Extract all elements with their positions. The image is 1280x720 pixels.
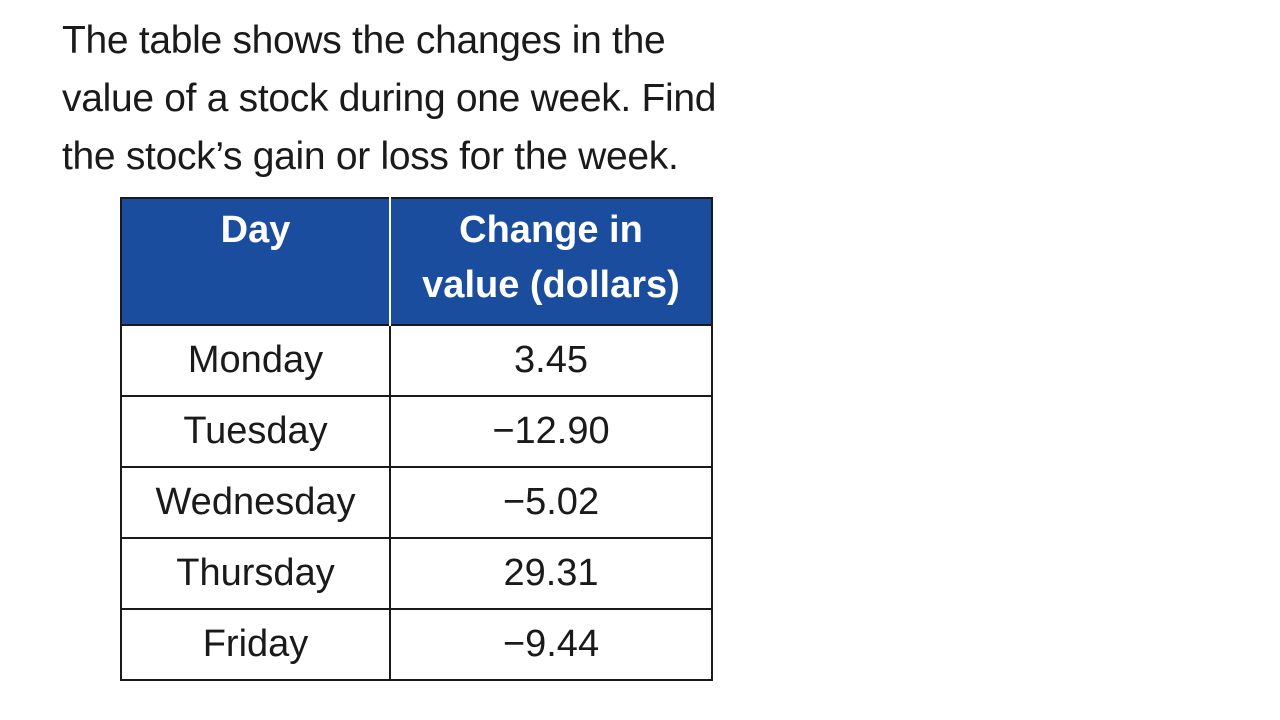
table-header-row: Day Change in value (dollars): [120, 197, 713, 325]
day-cell: Tuesday: [120, 395, 391, 468]
table-row: Tuesday −12.90: [120, 395, 713, 468]
day-cell: Thursday: [120, 537, 391, 610]
day-cell: Friday: [120, 608, 391, 681]
change-cell: −9.44: [389, 608, 713, 681]
table-row: Monday 3.45: [120, 324, 713, 397]
change-cell: −12.90: [389, 395, 713, 468]
table-row: Thursday 29.31: [120, 537, 713, 610]
header-change: Change in value (dollars): [389, 197, 713, 325]
stock-change-table: Day Change in value (dollars) Monday 3.4…: [120, 197, 713, 681]
header-day-label: Day: [220, 209, 291, 251]
day-cell: Wednesday: [120, 466, 391, 539]
header-change-line-2: value (dollars): [422, 264, 680, 306]
problem-statement: The table shows the changes in the value…: [62, 12, 762, 186]
header-change-line-1: Change in: [459, 209, 643, 251]
problem-line-1: The table shows the changes in the: [62, 19, 666, 62]
header-day: Day: [120, 197, 391, 325]
day-cell: Monday: [120, 324, 391, 397]
table-row: Wednesday −5.02: [120, 466, 713, 539]
table-row: Friday −9.44: [120, 608, 713, 681]
problem-line-2: value of a stock during one week. Find: [62, 77, 717, 120]
change-cell: −5.02: [389, 466, 713, 539]
problem-line-3: the stock’s gain or loss for the week.: [62, 135, 679, 178]
change-cell: 3.45: [389, 324, 713, 397]
change-cell: 29.31: [389, 537, 713, 610]
